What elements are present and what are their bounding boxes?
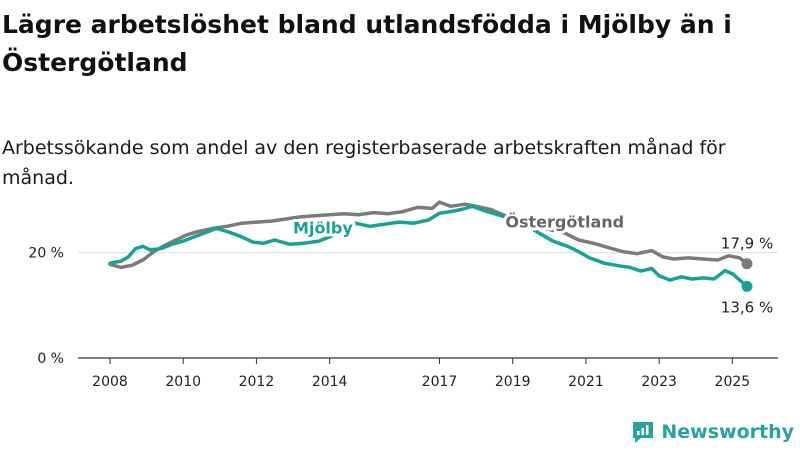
series-label-ostergotland: Östergötland [505, 212, 624, 231]
x-tick-label: 2008 [92, 374, 128, 390]
series-label-mjolby: Mjölby [293, 219, 353, 238]
x-tick-label: 2012 [239, 374, 275, 390]
x-tick-label: 2010 [165, 374, 201, 390]
axis-layer: 0 % 20 % 2008 2010 2012 2014 2017 2019 2021 2023 2… [28, 246, 750, 390]
y-tick-label: 20 % [28, 246, 64, 262]
brand-logo: Newsworthy [631, 420, 794, 444]
chart-subtitle: Arbetssökande som andel av den registerb… [2, 137, 726, 189]
brand-name: Newsworthy [661, 421, 794, 443]
x-tick-label: 2021 [568, 374, 604, 390]
series-line-mjolby [108, 204, 749, 289]
series-label-ostergotland-halo: Östergötland [505, 212, 624, 231]
grid-layer [78, 252, 778, 359]
newsworthy-logo-icon [633, 422, 654, 443]
x-tick-label: 2014 [312, 374, 348, 390]
y-tick-label: 0 % [37, 351, 64, 367]
end-point-mjolby [741, 280, 753, 292]
end-label-mjolby: 13,6 % [721, 298, 773, 316]
label-layer: ÖstergötlandÖstergötlandMjölbyMjölby17,9… [290, 209, 773, 316]
x-tick-label: 2017 [422, 374, 458, 390]
series-label-mjolby-halo: Mjölby [293, 219, 353, 238]
x-tick-label: 2019 [495, 374, 531, 390]
end-point-ostergotland [741, 258, 753, 270]
x-tick-label: 2023 [641, 374, 677, 390]
chart-title: Lägre arbetslöshet bland utlandsfödda i … [2, 10, 732, 77]
series-line-ostergotland [108, 200, 749, 270]
end-label-ostergotland: 17,9 % [721, 235, 773, 253]
series-layer [108, 200, 753, 292]
x-tick-label: 2025 [715, 374, 751, 390]
